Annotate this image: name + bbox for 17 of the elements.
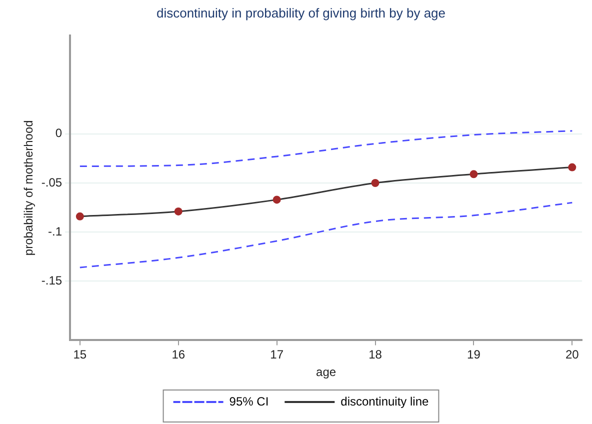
line-series xyxy=(79,130,573,168)
x-tick-label: 17 xyxy=(270,348,284,362)
x-tick-label: 19 xyxy=(467,348,481,362)
y-tick-label: -.05 xyxy=(41,175,62,190)
y-tick-label: -.15 xyxy=(41,274,62,288)
line-series xyxy=(79,202,573,268)
y-tick-label: 0 xyxy=(55,126,62,140)
chart-title: discontinuity in probability of giving birth by by age xyxy=(156,5,446,20)
legend-label: 95% CI xyxy=(229,394,269,408)
x-tick-label: 16 xyxy=(172,348,186,362)
x-tick-label: 20 xyxy=(565,348,580,362)
legend-label: discontinuity line xyxy=(340,394,430,408)
x-axis-title: age xyxy=(316,365,336,380)
x-tick-label: 18 xyxy=(368,348,382,362)
y-tick-label: -.1 xyxy=(48,224,62,238)
y-axis-title: probability of motherhood xyxy=(22,120,36,256)
x-tick-label: 15 xyxy=(73,348,87,362)
